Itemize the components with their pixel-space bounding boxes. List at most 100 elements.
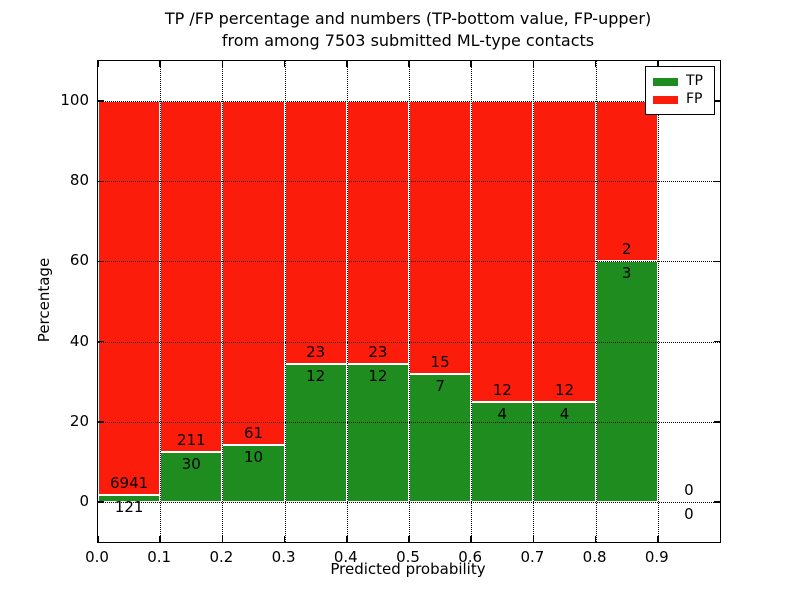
bar-tp-segment	[98, 495, 161, 502]
x-tick-label: 0.2	[209, 548, 234, 566]
y-axis-label: Percentage	[35, 257, 53, 343]
bar-fp-segment	[346, 101, 409, 365]
x-tick-mark	[97, 61, 99, 67]
horizontal-gridline	[98, 181, 720, 183]
legend-label-tp: TP	[686, 73, 703, 89]
tp-count-label: 12	[368, 367, 388, 386]
chart-title-line2: from among 7503 submitted ML-type contac…	[221, 31, 595, 50]
legend-label-fp: FP	[686, 91, 703, 107]
y-tick-mark	[714, 260, 720, 263]
y-tick-mark	[714, 340, 720, 343]
vertical-gridline	[409, 61, 410, 542]
fp-count-label: 15	[430, 353, 450, 372]
x-tick-mark	[97, 536, 99, 542]
bar-fp-segment	[471, 101, 534, 402]
fp-count-label: 61	[243, 424, 264, 443]
y-tick-label: 60	[69, 251, 89, 270]
legend-entry-fp: FP	[653, 91, 710, 108]
bar-tp-segment	[222, 445, 285, 502]
x-tick-mark	[470, 61, 472, 67]
y-tick-label: 20	[69, 411, 89, 430]
x-tick-label: 0.9	[644, 548, 669, 566]
bar-tp-segment	[595, 261, 658, 502]
bar-tp-segment	[471, 401, 534, 502]
chart-title: TP /FP percentage and numbers (TP-bottom…	[97, 8, 719, 52]
x-tick-mark	[159, 61, 161, 67]
fp-count-label: 2	[621, 240, 632, 259]
x-tick-mark	[594, 536, 597, 542]
bar-tp-segment	[533, 401, 596, 502]
bar-fp-segment	[533, 101, 596, 402]
horizontal-gridline	[98, 341, 720, 343]
y-tick-label: 100	[60, 91, 89, 110]
bar-fp-segment	[98, 101, 161, 496]
tp-count-label: 121	[114, 498, 144, 517]
x-tick-mark	[532, 536, 535, 542]
bar-fp-segment	[222, 101, 285, 446]
horizontal-gridline	[98, 501, 720, 503]
y-tick-mark	[98, 501, 104, 503]
y-tick-label: 40	[69, 331, 89, 350]
x-tick-mark	[594, 61, 597, 67]
x-tick-label: 0.4	[333, 548, 358, 566]
tp-count-label: 4	[559, 404, 570, 423]
fp-count-label: 12	[492, 380, 512, 399]
fp-count-label: 211	[176, 431, 206, 450]
vertical-gridline	[533, 61, 535, 542]
tp-count-label: 0	[684, 504, 694, 523]
tp-count-label: 4	[497, 404, 508, 423]
x-tick-mark	[221, 536, 224, 542]
x-tick-label: 0.8	[582, 548, 607, 566]
vertical-gridline	[160, 61, 162, 542]
legend-entry-tp: TP	[653, 73, 710, 90]
vertical-gridline	[471, 61, 473, 542]
x-tick-mark	[470, 536, 472, 542]
legend-swatch-tp-icon	[653, 77, 678, 86]
bar-tp-segment	[409, 374, 472, 502]
vertical-gridline	[595, 61, 597, 542]
x-tick-mark	[346, 61, 348, 67]
y-tick-mark	[714, 180, 720, 182]
y-tick-mark	[98, 180, 104, 182]
x-tick-mark	[283, 536, 286, 542]
horizontal-gridline	[98, 421, 720, 423]
y-tick-mark	[98, 340, 104, 343]
tp-count-label: 3	[621, 264, 632, 283]
bar-fp-segment	[284, 101, 347, 365]
legend-swatch-fp-icon	[653, 95, 678, 104]
fp-count-label: 23	[306, 343, 326, 362]
vertical-gridline	[222, 61, 224, 542]
tp-count-label: 10	[243, 448, 264, 467]
fp-count-label: 12	[554, 380, 575, 399]
y-tick-mark	[714, 421, 720, 423]
tp-count-label: 30	[181, 455, 201, 474]
legend: TP FP	[645, 66, 715, 115]
x-tick-label: 0.5	[396, 548, 420, 566]
tp-count-label: 12	[306, 367, 326, 386]
y-tick-mark	[714, 501, 720, 503]
x-tick-mark	[408, 536, 410, 542]
x-tick-mark	[408, 61, 410, 67]
x-axis-label: Predicted probability	[330, 560, 486, 578]
x-tick-label: 0.6	[458, 548, 483, 566]
x-tick-mark	[657, 61, 659, 67]
x-tick-label: 0.1	[147, 548, 172, 566]
x-tick-label: 0.0	[85, 548, 109, 566]
y-tick-label: 0	[79, 491, 89, 510]
horizontal-gridline	[98, 101, 720, 103]
x-tick-mark	[657, 536, 659, 542]
x-tick-mark	[221, 61, 224, 67]
fp-count-label: 23	[368, 343, 388, 362]
vertical-gridline	[284, 61, 286, 542]
x-tick-mark	[159, 536, 161, 542]
chart-title-line1: TP /FP percentage and numbers (TP-bottom…	[164, 9, 652, 28]
horizontal-gridline	[98, 261, 720, 263]
fp-count-label: 6941	[110, 474, 149, 493]
bar-fp-segment	[160, 101, 223, 452]
y-tick-mark	[98, 260, 104, 263]
x-tick-label: 0.3	[271, 548, 296, 566]
y-tick-label: 80	[69, 171, 89, 190]
vertical-gridline	[657, 61, 659, 542]
bar-fp-segment	[409, 101, 472, 375]
